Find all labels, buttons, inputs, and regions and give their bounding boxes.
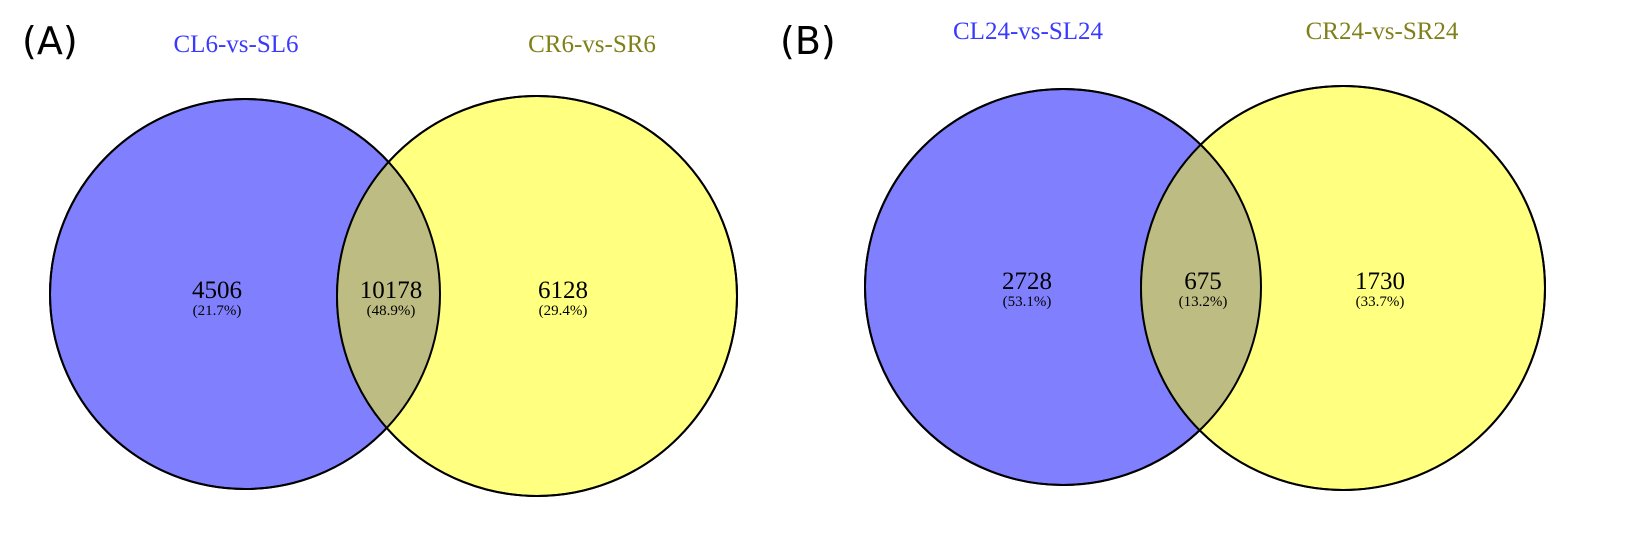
count-a-overlap: 10178 — [360, 277, 423, 304]
percent-a-left-only: (21.7%) — [193, 303, 242, 319]
set-title-b-left: CL24-vs-SL24 — [953, 18, 1104, 45]
percent-b-overlap: (13.2%) — [1179, 294, 1228, 310]
count-b-left-only: 2728 — [1002, 268, 1052, 295]
set-outline-a-left — [49, 98, 441, 490]
venn-panel-a: (A) CL6-vs-SL6 CR6-vs-SR6 4506 (21.7%) 1… — [22, 19, 738, 497]
count-a-left-only: 4506 — [192, 277, 242, 304]
set-title-a-left: CL6-vs-SL6 — [174, 31, 299, 58]
count-b-overlap: 675 — [1184, 268, 1222, 295]
set-title-a-right: CR6-vs-SR6 — [528, 31, 656, 58]
percent-a-right-only: (29.4%) — [539, 303, 588, 319]
set-outline-a-right — [336, 95, 738, 497]
percent-b-left-only: (53.1%) — [1003, 294, 1052, 310]
set-title-b-right: CR24-vs-SR24 — [1306, 18, 1459, 45]
percent-b-right-only: (33.7%) — [1356, 294, 1405, 310]
count-a-right-only: 6128 — [538, 277, 588, 304]
count-b-right-only: 1730 — [1355, 268, 1405, 295]
set-outline-b-right — [1140, 85, 1546, 491]
panel-label-a: (A) — [22, 19, 78, 63]
set-outline-b-left — [864, 88, 1262, 486]
panel-label-b: (B) — [780, 19, 836, 63]
venn-panel-b: (B) CL24-vs-SL24 CR24-vs-SR24 2728 (53.1… — [780, 18, 1546, 491]
percent-a-overlap: (48.9%) — [367, 303, 416, 319]
